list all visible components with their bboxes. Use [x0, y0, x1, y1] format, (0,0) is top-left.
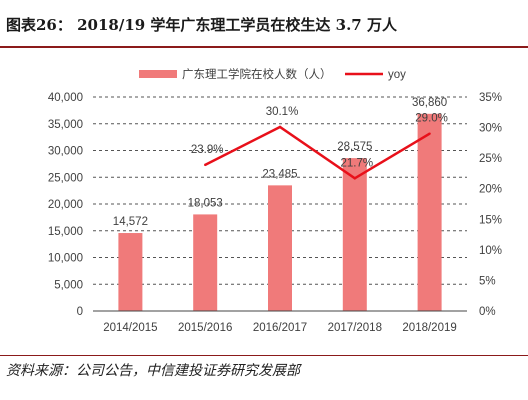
bar: [342, 158, 367, 311]
right-tick-label: 20%: [479, 184, 502, 196]
x-axis: 2014/2015 2015/2016 2016/2017 2017/2018 2018…: [93, 310, 467, 334]
left-tick-label: 0: [77, 306, 83, 318]
bar-data-label: 36,860: [412, 97, 447, 109]
left-tick-label: 20,000: [48, 199, 83, 211]
x-tick-label: 2016/2017: [253, 322, 307, 334]
legend: 广东理工学院在校人数（人） yoy: [139, 67, 406, 81]
left-tick-label: 40,000: [48, 92, 83, 104]
bar-data-label: 14,572: [113, 216, 148, 228]
right-tick-label: 35%: [479, 92, 502, 104]
bar-data-label: 23,485: [262, 168, 297, 180]
left-tick-label: 35,000: [48, 119, 83, 131]
right-tick-label: 10%: [479, 245, 502, 257]
x-tick-label: 2017/2018: [328, 322, 382, 334]
source-note: 资料来源：公司公告，中信建投证券研究发展部: [6, 363, 300, 379]
figure-title: 图表26： 2018/19 学年广东理工学员在校生达 3.7 万人: [6, 16, 397, 34]
bar-data-label: 28,575: [337, 141, 372, 153]
yoy-point: [204, 163, 207, 167]
legend-swatch-bar: [139, 70, 177, 78]
bar: [268, 185, 292, 311]
source-rule: [0, 355, 528, 356]
right-tick-label: 25%: [479, 153, 502, 165]
x-tick-label: 2018/2019: [402, 322, 456, 334]
line-series: [204, 125, 431, 180]
x-tick-label: 2014/2015: [103, 322, 157, 334]
bar: [193, 214, 218, 311]
left-tick-label: 10,000: [48, 253, 83, 265]
yoy-data-label: 21.7%: [340, 157, 373, 169]
left-axis: 0 5,000 10,000 15,000 20,000 25,000 30,000 35,0…: [48, 92, 83, 318]
left-tick-label: 30,000: [48, 146, 83, 158]
bar-series: [118, 113, 442, 311]
bar: [118, 233, 143, 311]
x-tick-label: 2015/2016: [178, 322, 232, 334]
bar: [417, 113, 442, 311]
left-tick-label: 25,000: [48, 172, 83, 184]
yoy-data-label: 30.1%: [266, 106, 299, 118]
right-tick-label: 30%: [479, 123, 502, 135]
right-tick-label: 15%: [479, 214, 502, 226]
right-axis: 0% 5% 10% 15% 20% 25% 30% 35%: [479, 92, 502, 318]
line-data-labels: 23.9% 30.1% 21.7% 29.0%: [191, 106, 448, 169]
left-tick-label: 5,000: [54, 279, 83, 291]
yoy-point: [428, 132, 431, 135]
legend-label-bar: 广东理工学院在校人数（人）: [182, 67, 332, 81]
bar-data-labels: 14,572 18,053 23,485 28,575 36,860: [113, 97, 447, 228]
title-rule: [0, 46, 528, 48]
yoy-point: [353, 177, 356, 180]
right-tick-label: 0%: [479, 306, 496, 318]
yoy-line: [204, 125, 431, 180]
right-tick-label: 5%: [479, 275, 496, 287]
bar-data-label: 18,053: [188, 197, 223, 209]
yoy-data-label: 23.9%: [191, 144, 224, 156]
yoy-data-label: 29.0%: [415, 113, 448, 125]
left-tick-label: 15,000: [48, 226, 83, 238]
yoy-point: [278, 125, 282, 129]
legend-label-line: yoy: [388, 69, 406, 81]
